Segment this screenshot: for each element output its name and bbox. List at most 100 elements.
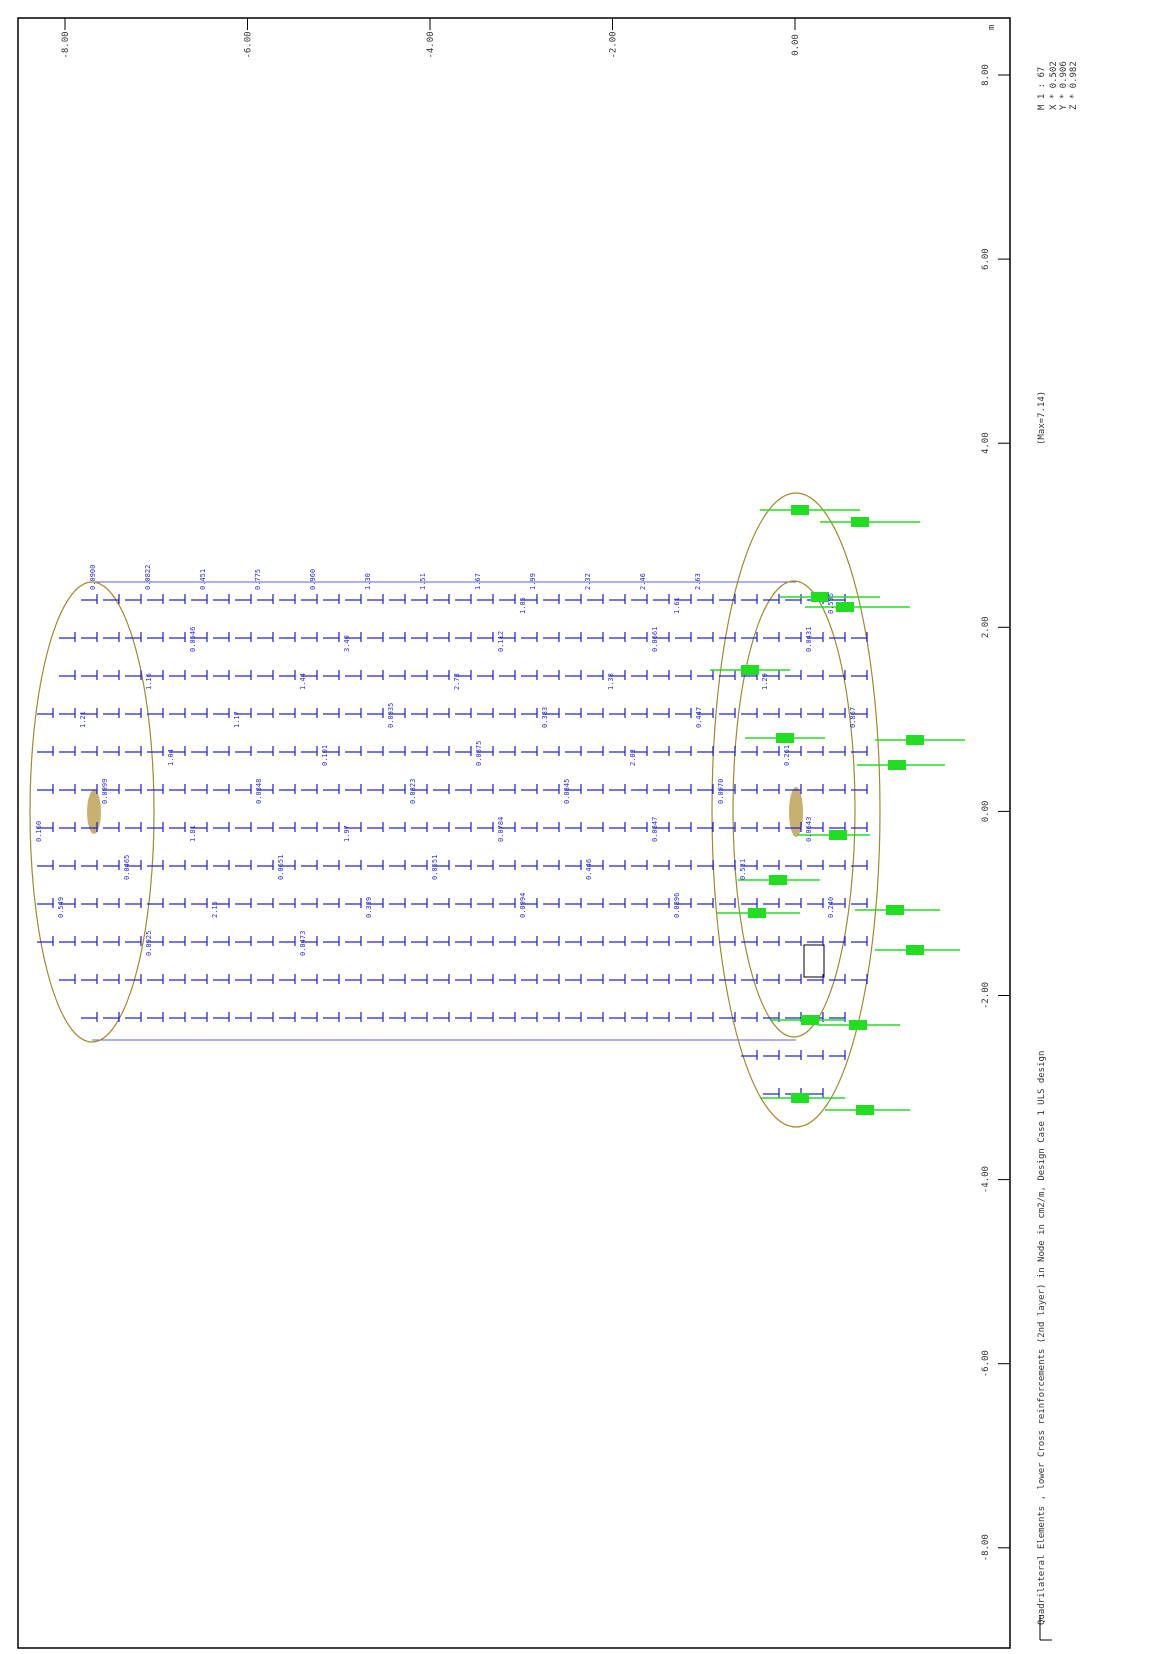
value-label: 2.15 [211,901,219,918]
drawing: 0.0900 0.0822 0.451 0.775 0.960 1.30 1.51 1.67 1… [0,0,1152,1650]
value-label: 2.46 [639,573,647,590]
value-label: 2.03 [629,749,637,766]
max: (Max=7.14) [1037,391,1047,445]
value-label: 1.04 [167,749,175,766]
value-label: 0.0848 [255,779,263,804]
value-label: 1.29 [761,673,769,690]
value-label: 0.339 [365,897,373,918]
value-label: 0.0431 [805,627,813,652]
value-label: 0.0661 [651,627,659,652]
support [769,875,787,885]
tick-label: -2.00 [981,982,991,1009]
support [776,733,794,743]
value-label: 0.0465 [123,855,131,880]
value-label: 0.446 [585,859,593,880]
tick-label: 4.00 [981,432,991,454]
support [829,830,847,840]
value-label: 0.0784 [497,817,505,842]
value-label: 0.595 [827,593,835,614]
value-label: 1.05 [519,597,527,614]
value-label: 0.775 [254,569,262,590]
value-label: 0.0935 [387,703,395,728]
value-label: 0.261 [783,745,791,766]
tick-label: -6.00 [244,31,254,58]
value-label: 0.383 [541,707,549,728]
tick-label: -6.00 [981,1350,991,1377]
support [851,517,869,527]
tick-label: -4.00 [981,1166,991,1193]
value-label: 0.960 [309,569,317,590]
value-label: 2.32 [584,573,592,590]
scale: M 1 : 67 [1037,67,1047,110]
support [856,1105,874,1115]
support [906,945,924,955]
support [886,905,904,915]
title: Quadrilateral Elements , lower Cross rei… [1037,1051,1047,1625]
value-label: 0.0994 [519,893,527,918]
value-label: 0.0473 [299,931,307,956]
value-label: 0.0823 [409,779,417,804]
value-label: 1.99 [529,573,537,590]
support [801,1015,819,1025]
value-label: 0.0875 [475,741,483,766]
factor: Z * 0.982 [1069,61,1079,110]
supports [710,505,965,1115]
tick-label: -8.00 [61,31,71,58]
value-label: 1.67 [474,573,482,590]
tick-label: 8.00 [981,64,991,86]
value-label: 1.16 [145,673,153,690]
support [791,505,809,515]
value-label: 0.531 [739,859,747,880]
tick-label: -2.00 [609,31,619,58]
value-label: 0.101 [321,745,329,766]
tick-label: 0.00 [791,34,801,56]
value-label: 0.112 [497,631,505,652]
model [30,493,880,1127]
value-label: 0.451 [199,569,207,590]
value-label: 0.160 [35,821,43,842]
frame [18,18,1010,1648]
value-label: 1.17 [233,711,241,728]
tick-label: 2.00 [981,616,991,638]
factor: X * 0.502 [1049,61,1059,110]
tick-label: -8.00 [981,1534,991,1561]
value-label: 0.867 [849,707,857,728]
value-label: 1.61 [673,597,681,614]
support [748,908,766,918]
support [888,760,906,770]
value-label: 1.97 [343,825,351,842]
value-label: 1.30 [364,573,372,590]
value-label: 1.44 [299,673,307,690]
value-label: 0.447 [695,707,703,728]
support [836,602,854,612]
support [849,1020,867,1030]
marker [804,945,824,977]
support [741,665,759,675]
unit: m [987,25,997,30]
value-label: 0.0546 [189,627,197,652]
value-label: 0.0643 [805,817,813,842]
value-label: 0.0822 [144,565,152,590]
value-label: 0.0970 [717,779,725,804]
factor: Y * 0.906 [1059,61,1069,110]
value-label: 0.0896 [673,893,681,918]
value-label: 0.0900 [89,565,97,590]
value-label: 1.38 [607,673,615,690]
value-label: 1.51 [419,573,427,590]
value-label: 2.73 [453,673,461,690]
value-label: 0.549 [57,897,65,918]
value-label: 0.0925 [145,931,153,956]
tick-label: 0.00 [981,801,991,823]
value-label: 0.240 [827,897,835,918]
value-label: 0.0999 [101,779,109,804]
value-label: 0.0651 [277,855,285,880]
support [906,735,924,745]
value-label: 2.63 [694,573,702,590]
value-label: 3.40 [343,635,351,652]
value-label: 0.0551 [431,855,439,880]
tick-label: 6.00 [981,248,991,270]
value-label: 1.81 [189,825,197,842]
tick-label: -4.00 [426,31,436,58]
value-label: 0.0845 [563,779,571,804]
support [791,1093,809,1103]
